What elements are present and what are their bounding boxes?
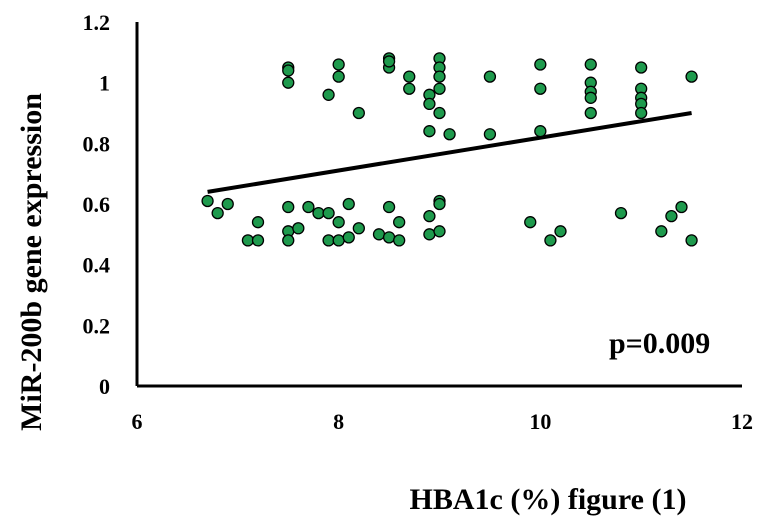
data-point: [241, 234, 255, 247]
data-points: [201, 52, 698, 247]
data-point: [282, 200, 295, 214]
y-tick-label: 0.2: [83, 313, 111, 338]
data-point: [423, 209, 436, 223]
data-point: [655, 225, 668, 238]
y-tick-labels: 0 0.2 0.4 0.6 0.8 1 1.2: [83, 10, 111, 399]
x-tick-label: 10: [529, 409, 551, 434]
data-point: [282, 64, 295, 77]
x-tick-labels: 6 8 10 12: [132, 409, 754, 434]
data-point: [221, 197, 234, 211]
data-point: [403, 82, 416, 95]
data-point: [423, 125, 436, 138]
data-point: [635, 61, 648, 74]
y-tick-label: 0.6: [83, 192, 111, 217]
y-tick-label: 1.2: [83, 10, 111, 35]
data-point: [483, 70, 497, 83]
y-axis-title: MiR-200b gene expression: [15, 93, 48, 431]
data-point: [403, 70, 416, 83]
y-tick-label: 0.8: [83, 131, 111, 156]
data-point: [302, 200, 315, 214]
data-point: [382, 55, 396, 68]
data-point: [393, 216, 406, 229]
data-point: [332, 70, 345, 83]
data-point: [292, 222, 305, 235]
data-point: [544, 234, 557, 247]
trend-line: [207, 111, 692, 194]
data-point: [372, 228, 386, 241]
data-point: [584, 106, 597, 120]
data-point: [282, 76, 295, 89]
x-tick-label: 8: [333, 409, 344, 434]
data-point: [251, 234, 265, 247]
data-point: [534, 125, 547, 138]
data-point: [433, 197, 446, 211]
data-point: [524, 216, 537, 229]
data-point: [433, 106, 446, 120]
data-point: [614, 206, 628, 220]
data-point: [433, 82, 446, 95]
data-point: [322, 88, 335, 101]
data-point: [342, 197, 355, 211]
data-point: [675, 200, 688, 214]
data-point: [332, 234, 345, 247]
data-point: [282, 234, 295, 247]
data-point: [635, 106, 648, 120]
data-point: [352, 222, 365, 235]
y-tick-label: 0.4: [83, 253, 111, 278]
data-point: [685, 234, 698, 247]
data-point: [433, 225, 446, 238]
data-point: [554, 225, 567, 238]
data-point: [201, 194, 214, 208]
p-value-annotation: p=0.009: [609, 327, 710, 360]
data-point: [584, 91, 597, 104]
data-point: [393, 234, 406, 247]
data-point: [211, 206, 224, 220]
x-tick-label: 6: [132, 409, 143, 434]
data-point: [665, 209, 678, 223]
data-point: [382, 200, 396, 214]
data-point: [443, 128, 456, 141]
data-point: [322, 234, 335, 247]
data-point: [251, 216, 265, 229]
data-point: [322, 206, 335, 220]
data-point: [534, 58, 547, 71]
data-point: [483, 128, 497, 141]
data-point: [584, 58, 597, 71]
y-tick-label: 1: [99, 71, 110, 96]
data-point: [534, 82, 547, 95]
data-point: [312, 206, 325, 220]
axes: [135, 22, 742, 388]
data-point: [382, 231, 396, 244]
data-point: [423, 228, 436, 241]
x-axis-title: HBA1c (%) figure (1): [410, 483, 687, 516]
data-point: [433, 70, 446, 83]
data-point: [332, 216, 345, 229]
x-tick-label: 12: [731, 409, 753, 434]
data-point: [423, 97, 436, 111]
data-point: [685, 70, 698, 83]
y-tick-label: 0: [99, 374, 110, 399]
data-point: [352, 106, 365, 120]
data-point: [342, 231, 355, 244]
data-point: [332, 58, 345, 71]
